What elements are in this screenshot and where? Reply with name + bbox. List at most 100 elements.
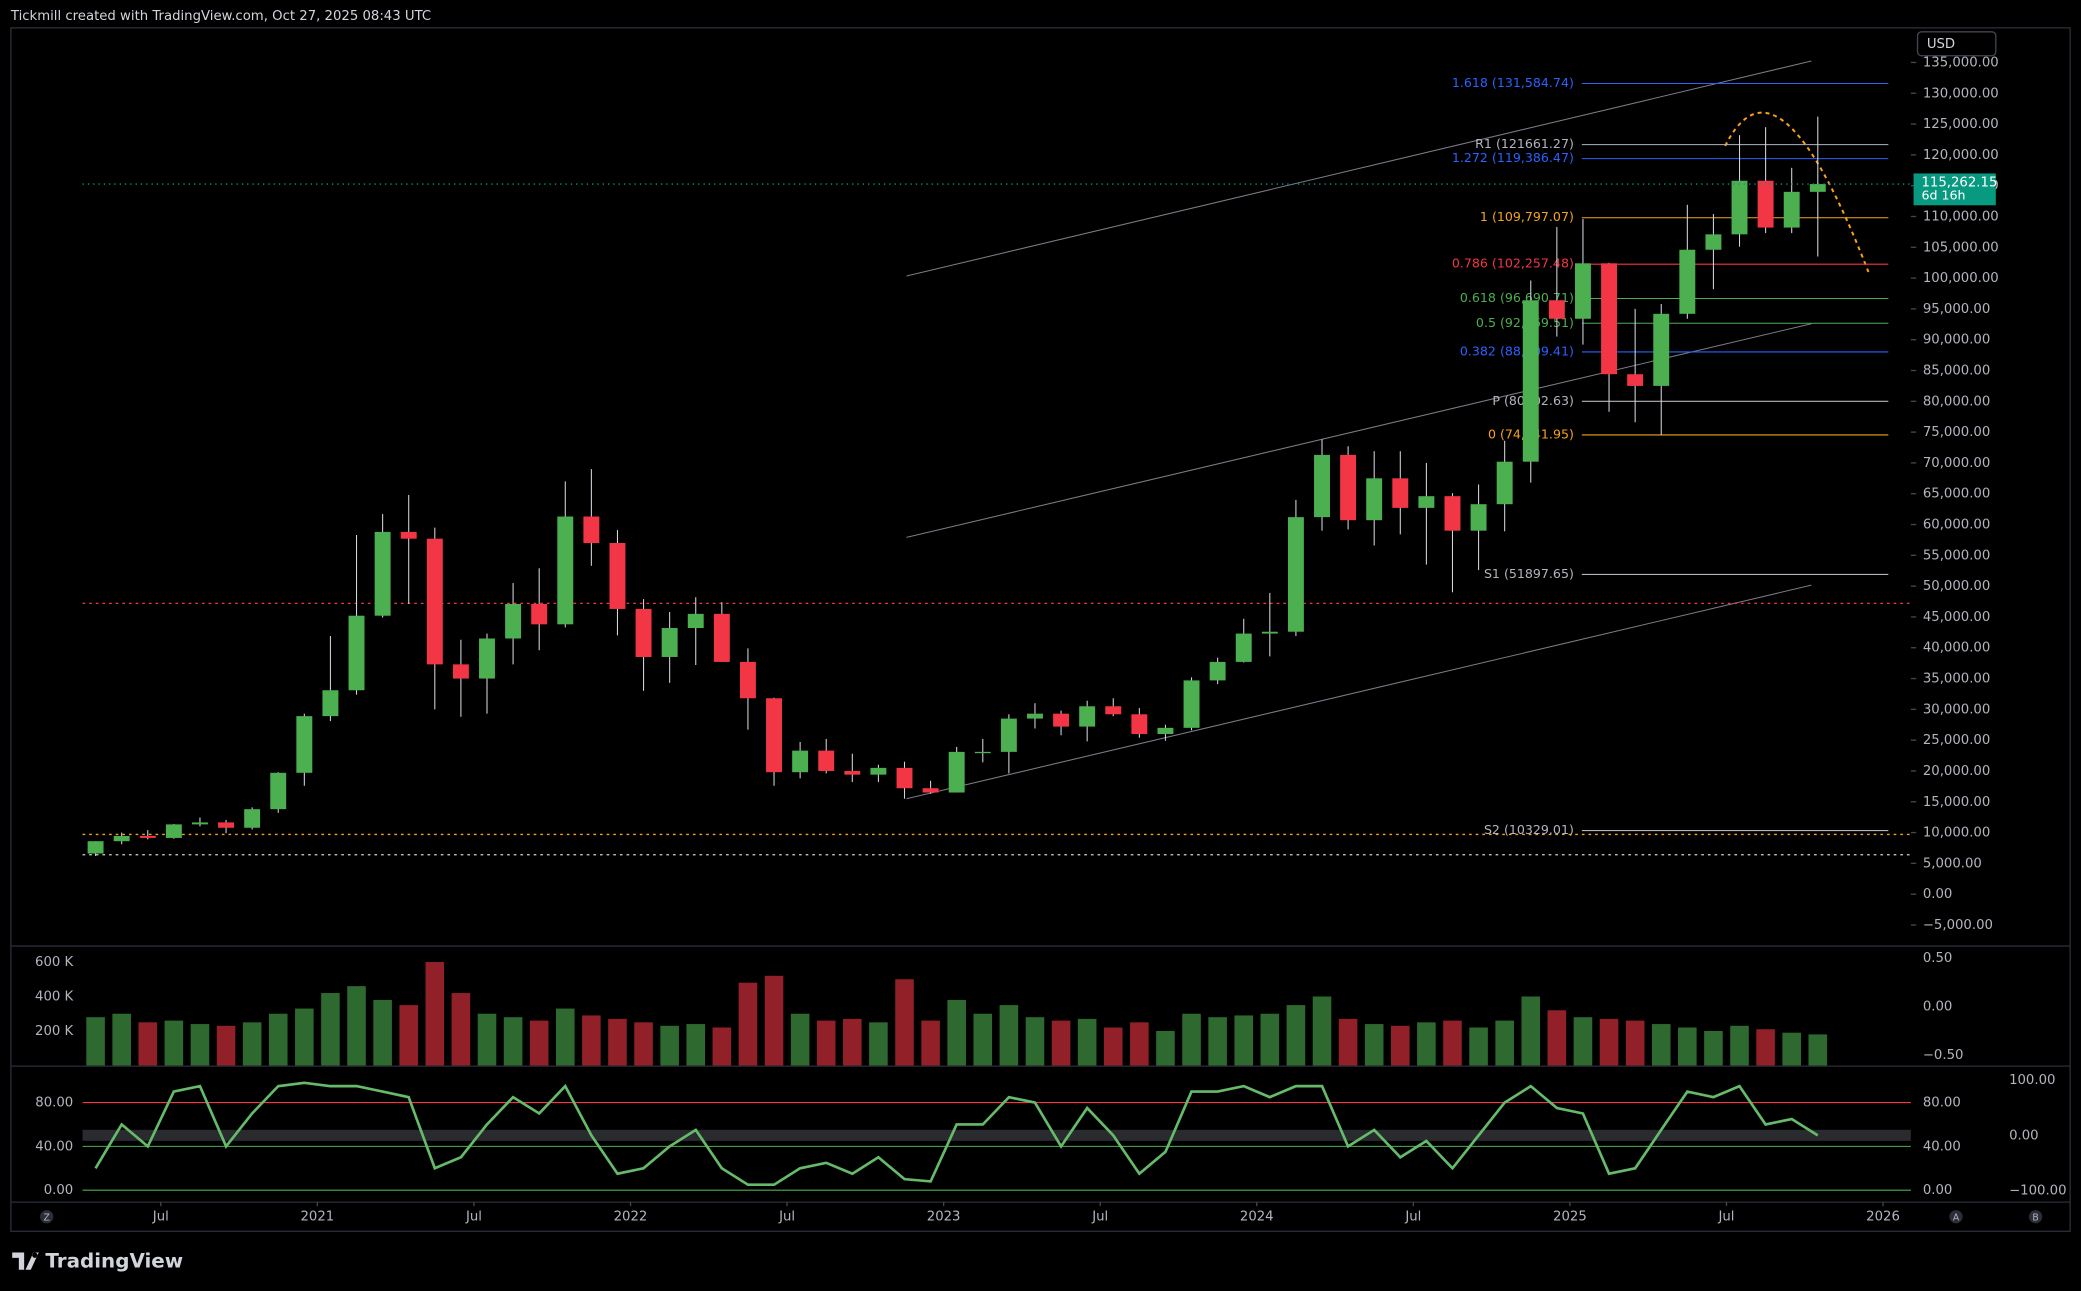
y-tick-label: 85,000.00: [1923, 364, 1990, 379]
volume-bar: [190, 1024, 210, 1066]
y-tick-label: 100,000.00: [1923, 271, 1999, 286]
candle-body: [1157, 727, 1174, 734]
x-tick-label: Jul: [465, 1210, 482, 1225]
volume-bar: [1443, 1020, 1462, 1066]
candle-body: [1783, 191, 1800, 228]
candle-body: [1027, 713, 1043, 719]
candle-body: [1444, 496, 1461, 531]
volume-bar: [790, 1013, 810, 1066]
axis-button[interactable]: [1949, 1210, 1963, 1224]
volume-bar: [816, 1020, 836, 1066]
volume-bar: [660, 1025, 679, 1066]
axis-button-label[interactable]: B: [2032, 1213, 2038, 1224]
volume-y2-tick-label: 0.50: [1923, 951, 1953, 966]
level-label: R1 (121661.27): [1475, 136, 1574, 151]
volume-bar: [1208, 1017, 1227, 1066]
level-label: 0.786 (102,257.48): [1452, 256, 1574, 271]
axis-button-label[interactable]: A: [1953, 1213, 1960, 1224]
candle-body: [505, 604, 522, 639]
candle-body: [1366, 478, 1383, 521]
volume-bar: [1103, 1027, 1123, 1066]
candle-body: [922, 788, 939, 793]
level-label: 0.382 (88,009.41): [1460, 343, 1574, 358]
candle-body: [1183, 680, 1200, 728]
x-tick-label: 2025: [1553, 1210, 1587, 1225]
volume-bar: [399, 1005, 418, 1066]
y-tick-label: 125,000.00: [1923, 117, 1999, 132]
price-label: 115,262.15: [1922, 176, 1998, 191]
candle-body: [1705, 234, 1722, 250]
y-tick-label: 65,000.00: [1923, 487, 1990, 502]
candle-body: [113, 835, 130, 842]
volume-bar: [1234, 1015, 1254, 1066]
y-tick-label: 70,000.00: [1923, 456, 1990, 471]
volume-bar: [1521, 996, 1541, 1066]
candle-body: [1392, 478, 1409, 508]
osc-tick-label: 0.00: [44, 1183, 74, 1198]
candle-body: [713, 613, 730, 662]
candle-body: [739, 661, 756, 699]
currency[interactable]: USD: [1927, 37, 1955, 52]
x-tick-label: 2021: [301, 1210, 335, 1225]
candle-body: [400, 531, 417, 539]
y-tick-label: 10,000.00: [1923, 826, 1990, 841]
osc-y2-tick-label: 100.00: [2009, 1073, 2055, 1088]
x-tick-label: 2022: [614, 1210, 648, 1225]
candle-body: [687, 613, 704, 629]
footer: TradingView: [45, 1249, 183, 1272]
volume-bar: [947, 999, 966, 1066]
level-label: S1 (51897.65): [1484, 566, 1574, 581]
osc-line: [94, 1081, 1819, 1187]
y-tick-label: 110,000.00: [1923, 209, 1999, 224]
y-tick-label: 60,000.00: [1923, 518, 1990, 533]
candle-body: [1105, 706, 1122, 715]
volume-bar: [529, 1020, 549, 1066]
candle-body: [479, 638, 495, 679]
volume-bar: [764, 975, 784, 1066]
candle-body: [1757, 180, 1774, 228]
volume-bar: [1260, 1013, 1280, 1066]
volume-y2-tick-label: −0.50: [1923, 1048, 1964, 1063]
y-tick-label: 15,000.00: [1923, 795, 1990, 810]
x-tick-label: Jul: [1717, 1210, 1734, 1225]
candle-body: [322, 690, 339, 717]
countdown: 6d 16h: [1922, 188, 1966, 203]
candle-body: [348, 615, 365, 691]
y-tick-label: 35,000.00: [1923, 672, 1990, 687]
volume-bar: [1156, 1030, 1175, 1066]
volume-bar: [1782, 1032, 1801, 1066]
y-tick-label: 25,000.00: [1923, 733, 1990, 748]
y-tick-label: 30,000.00: [1923, 702, 1990, 717]
candle-body: [818, 750, 835, 771]
x-tick-label: Jul: [152, 1210, 169, 1225]
axis-button[interactable]: [40, 1210, 54, 1224]
candle-body: [1287, 517, 1304, 632]
currency-button[interactable]: [1916, 31, 1997, 57]
x-tick-label: 2023: [927, 1210, 961, 1225]
volume-bar: [843, 1018, 862, 1066]
candle-body: [792, 750, 809, 773]
candle-body: [870, 767, 887, 775]
candle-body: [766, 698, 782, 773]
axis-button[interactable]: [2028, 1210, 2043, 1224]
volume-bar: [425, 962, 445, 1066]
volume-bar: [1808, 1034, 1828, 1066]
candle-body: [1314, 454, 1330, 518]
candle-body: [948, 751, 965, 793]
x-tick-label: Jul: [1404, 1210, 1421, 1225]
volume-bar: [1130, 1022, 1149, 1066]
volume-bar: [242, 1022, 262, 1066]
volume-bar: [1364, 1024, 1384, 1066]
candle-body: [896, 767, 913, 789]
candle-body: [1653, 313, 1670, 386]
volume-bar: [1338, 1018, 1358, 1066]
candle-body: [1261, 631, 1278, 634]
candle-body: [583, 516, 600, 544]
axis-button-label[interactable]: Z: [44, 1213, 50, 1224]
volume-bar: [1182, 1013, 1201, 1066]
candle-body: [165, 824, 182, 838]
candle-body: [191, 822, 208, 825]
volume-bar: [738, 982, 758, 1066]
